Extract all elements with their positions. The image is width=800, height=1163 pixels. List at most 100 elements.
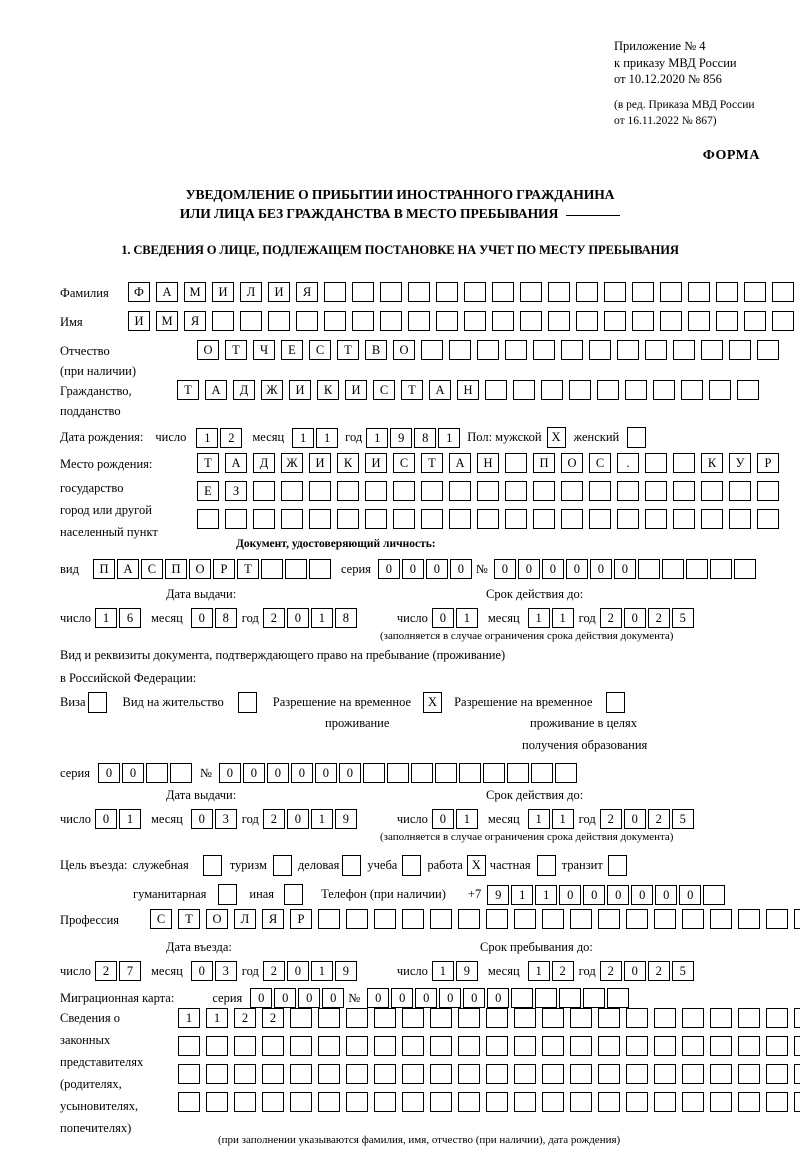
char-cell[interactable] — [709, 380, 731, 400]
char-cell[interactable]: 2 — [599, 809, 622, 829]
char-cell[interactable] — [729, 481, 751, 501]
char-cell[interactable] — [703, 884, 726, 905]
char-cell[interactable]: 0 — [391, 988, 414, 1008]
char-cell[interactable] — [729, 340, 751, 360]
char-cell[interactable]: 0 — [338, 763, 361, 783]
char-cell[interactable]: Р — [212, 559, 235, 579]
char-cell[interactable]: 1 — [95, 608, 118, 628]
char-cell[interactable]: М — [156, 311, 178, 331]
char-cell[interactable]: О — [188, 559, 211, 579]
char-cell[interactable] — [654, 1036, 676, 1056]
char-cell[interactable] — [318, 909, 340, 929]
char-cell[interactable]: И — [212, 282, 234, 302]
char-cell[interactable] — [514, 1092, 536, 1112]
char-cell[interactable]: 0 — [607, 884, 630, 905]
char-cell[interactable]: 1 — [196, 427, 219, 448]
char-cell[interactable]: А — [116, 559, 139, 579]
char-cell[interactable]: Ч — [253, 340, 275, 360]
char-cell[interactable]: 0 — [679, 884, 702, 905]
char-cell[interactable]: А — [205, 380, 227, 400]
char-cell[interactable]: В — [365, 340, 387, 360]
char-cell[interactable]: 0 — [274, 988, 297, 1008]
sex-female-checkbox[interactable] — [627, 427, 647, 448]
char-cell[interactable]: И — [268, 282, 290, 302]
char-cell[interactable]: С — [140, 559, 163, 579]
char-cell[interactable] — [337, 509, 359, 529]
char-cell[interactable]: 0 — [589, 559, 612, 579]
purpose-business-checkbox[interactable] — [342, 855, 362, 876]
char-cell[interactable]: 0 — [655, 884, 678, 905]
char-cell[interactable] — [486, 1036, 508, 1056]
char-cell[interactable]: Ж — [281, 453, 303, 473]
char-cell[interactable] — [178, 1064, 200, 1084]
char-cell[interactable]: 1 — [511, 884, 534, 905]
char-cell[interactable] — [682, 1008, 704, 1028]
char-cell[interactable] — [346, 909, 368, 929]
char-cell[interactable] — [542, 1008, 564, 1028]
char-cell[interactable]: Ф — [128, 282, 150, 302]
char-cell[interactable] — [284, 559, 307, 579]
char-cell[interactable]: 3 — [214, 809, 237, 829]
char-cell[interactable] — [673, 453, 695, 473]
char-cell[interactable] — [374, 1092, 396, 1112]
char-cell[interactable]: У — [729, 453, 751, 473]
birthplace-row-3-boxes[interactable] — [197, 509, 779, 529]
char-cell[interactable] — [492, 311, 514, 331]
char-cell[interactable]: 1 — [310, 608, 333, 628]
char-cell[interactable]: З — [225, 481, 247, 501]
char-cell[interactable] — [449, 481, 471, 501]
char-cell[interactable]: 0 — [613, 559, 636, 579]
char-cell[interactable] — [766, 909, 788, 929]
char-cell[interactable] — [685, 559, 708, 579]
char-cell[interactable]: 2 — [234, 1008, 256, 1028]
char-cell[interactable]: И — [345, 380, 367, 400]
char-cell[interactable] — [197, 509, 219, 529]
char-cell[interactable] — [505, 481, 527, 501]
char-cell[interactable] — [206, 1064, 228, 1084]
char-cell[interactable]: 0 — [377, 559, 400, 579]
char-cell[interactable] — [660, 311, 682, 331]
char-cell[interactable]: 8 — [414, 427, 437, 448]
char-cell[interactable]: 0 — [121, 763, 144, 783]
char-cell[interactable]: 1 — [178, 1008, 200, 1028]
char-cell[interactable] — [408, 311, 430, 331]
char-cell[interactable] — [402, 1064, 424, 1084]
char-cell[interactable] — [374, 1008, 396, 1028]
char-cell[interactable]: А — [429, 380, 451, 400]
char-cell[interactable]: 2 — [262, 809, 285, 829]
char-cell[interactable]: Я — [296, 282, 318, 302]
char-cell[interactable]: 0 — [463, 988, 486, 1008]
char-cell[interactable] — [645, 509, 667, 529]
char-cell[interactable] — [682, 1036, 704, 1056]
char-cell[interactable] — [617, 509, 639, 529]
char-cell[interactable] — [318, 1036, 340, 1056]
char-cell[interactable] — [570, 1092, 592, 1112]
char-cell[interactable]: И — [365, 453, 387, 473]
legal-rep-row-4-boxes[interactable] — [178, 1092, 800, 1112]
char-cell[interactable] — [206, 1092, 228, 1112]
char-cell[interactable] — [458, 1008, 480, 1028]
char-cell[interactable] — [570, 1036, 592, 1056]
char-cell[interactable]: Я — [262, 909, 284, 929]
char-cell[interactable] — [352, 311, 374, 331]
char-cell[interactable] — [757, 481, 779, 501]
char-cell[interactable] — [542, 909, 564, 929]
char-cell[interactable] — [458, 1064, 480, 1084]
char-cell[interactable] — [570, 1008, 592, 1028]
char-cell[interactable] — [486, 1092, 508, 1112]
char-cell[interactable] — [794, 1064, 800, 1084]
char-cell[interactable] — [145, 763, 168, 783]
char-cell[interactable] — [626, 1064, 648, 1084]
char-cell[interactable] — [234, 1064, 256, 1084]
purpose-transit-checkbox[interactable] — [607, 855, 627, 876]
char-cell[interactable] — [716, 282, 738, 302]
